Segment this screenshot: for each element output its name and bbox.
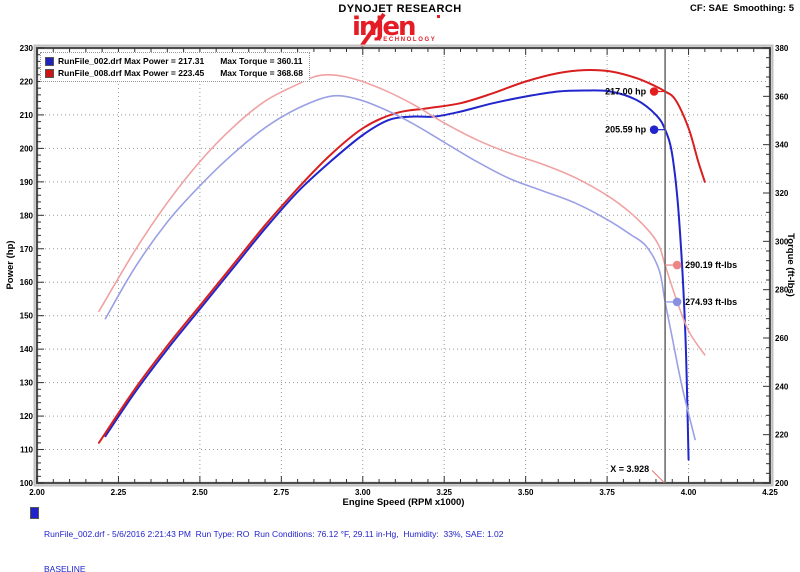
y-left-tick-label: 200 bbox=[20, 144, 34, 153]
x-tick-label: 2.50 bbox=[192, 488, 208, 497]
x-tick-label: 2.00 bbox=[29, 488, 45, 497]
x-tick-label: 2.25 bbox=[111, 488, 127, 497]
callout-dot bbox=[672, 297, 682, 307]
y-right-tick-label: 340 bbox=[775, 141, 789, 150]
y-left-tick-label: 230 bbox=[20, 44, 34, 53]
cursor-label-connector bbox=[651, 470, 665, 483]
plot-frame-bevel bbox=[33, 44, 774, 487]
x-tick-label: 3.50 bbox=[518, 488, 534, 497]
y-left-tick-label: 110 bbox=[20, 446, 33, 455]
legend-label: RunFile_008.drf Max Power = 223.45 bbox=[58, 68, 205, 78]
series-power_RunFile_002 bbox=[104, 89, 690, 461]
plot-frame bbox=[35, 46, 772, 485]
legend-torque-label: Max Torque = 368.68 bbox=[220, 68, 303, 78]
run-info-block-002: RunFile_002.drf - 5/6/2016 2:21:43 PM Ru… bbox=[30, 506, 504, 572]
y-left-tick-label: 170 bbox=[20, 245, 34, 254]
y-right-axis-title: Torque (ft-lbs) bbox=[785, 233, 796, 297]
legend-row-runfile-002: RunFile_002.drf Max Power = 217.31 Max T… bbox=[45, 55, 303, 67]
y-left-tick-label: 160 bbox=[20, 278, 34, 287]
injen-logo-mark bbox=[437, 15, 440, 18]
y-right-tick-label: 380 bbox=[775, 44, 789, 53]
y-right-tick-label: 220 bbox=[775, 431, 789, 440]
x-tick-label: 4.00 bbox=[681, 488, 697, 497]
series-torque_RunFile_008 bbox=[98, 73, 706, 356]
callout-label: 205.59 hp bbox=[605, 125, 647, 135]
y-right-tick-label: 280 bbox=[775, 286, 789, 295]
x-axis-title: Engine Speed (RPM x1000) bbox=[343, 497, 465, 508]
y-left-tick-label: 120 bbox=[20, 412, 34, 421]
run-conditions-line: RunFile_002.drf - 5/6/2016 2:21:43 PM Ru… bbox=[44, 529, 504, 539]
run-swatch-blue bbox=[30, 507, 39, 519]
injen-logo-subtext: TECHNOLOGY bbox=[378, 37, 437, 43]
page-title: DYNOJET RESEARCH bbox=[338, 3, 462, 15]
y-left-tick-label: 210 bbox=[20, 111, 34, 120]
run-info-footer: RunFile_002.drf - 5/6/2016 2:21:43 PM Ru… bbox=[30, 506, 504, 572]
y-left-tick-label: 140 bbox=[20, 345, 34, 354]
correction-smoothing-status: CF: SAE Smoothing: 5 bbox=[690, 3, 794, 14]
callout-label: 217.00 hp bbox=[605, 87, 647, 97]
y-right-tick-label: 200 bbox=[775, 479, 789, 488]
injen-logo-text: injen bbox=[352, 12, 416, 42]
y-right-tick-label: 240 bbox=[775, 382, 789, 391]
y-left-tick-label: 150 bbox=[20, 312, 34, 321]
cursor-x-label: X = 3.928 bbox=[610, 464, 649, 474]
y-right-tick-label: 260 bbox=[775, 334, 789, 343]
legend-swatch-blue bbox=[45, 56, 54, 66]
x-tick-label: 4.25 bbox=[762, 488, 778, 497]
callout-label: 290.19 ft-lbs bbox=[685, 260, 737, 270]
y-left-tick-label: 130 bbox=[20, 379, 34, 388]
x-tick-label: 3.25 bbox=[436, 488, 452, 497]
legend-label: RunFile_002.drf Max Power = 217.31 bbox=[58, 56, 205, 66]
y-left-axis-title: Power (hp) bbox=[5, 240, 16, 289]
series-torque_RunFile_002 bbox=[104, 94, 696, 441]
callout-dot bbox=[672, 260, 682, 270]
callout-dot bbox=[649, 125, 659, 134]
legend-swatch-red bbox=[45, 68, 54, 78]
legend-row-runfile-008: RunFile_008.drf Max Power = 223.45 Max T… bbox=[45, 67, 303, 79]
y-left-tick-label: 190 bbox=[20, 178, 34, 187]
callout-dot bbox=[649, 87, 659, 96]
y-left-tick-label: 180 bbox=[20, 211, 34, 220]
y-right-tick-label: 360 bbox=[775, 92, 789, 101]
legend-torque-label: Max Torque = 360.11 bbox=[220, 56, 303, 66]
y-left-tick-label: 220 bbox=[20, 77, 34, 86]
run-name-line: BASELINE bbox=[44, 563, 86, 572]
callout-label: 274.93 ft-lbs bbox=[685, 297, 737, 307]
x-tick-label: 3.75 bbox=[599, 488, 615, 497]
y-right-tick-label: 320 bbox=[775, 189, 789, 198]
run-info-lines: RunFile_002.drf - 5/6/2016 2:21:43 PM Ru… bbox=[44, 506, 504, 572]
injen-logo: injen TECHNOLOGY bbox=[352, 12, 448, 49]
chart-legend: RunFile_002.drf Max Power = 217.31 Max T… bbox=[40, 52, 310, 82]
x-tick-label: 3.00 bbox=[355, 488, 371, 497]
y-left-tick-label: 100 bbox=[20, 479, 34, 488]
y-right-tick-label: 300 bbox=[775, 237, 789, 246]
x-tick-label: 2.75 bbox=[274, 488, 290, 497]
